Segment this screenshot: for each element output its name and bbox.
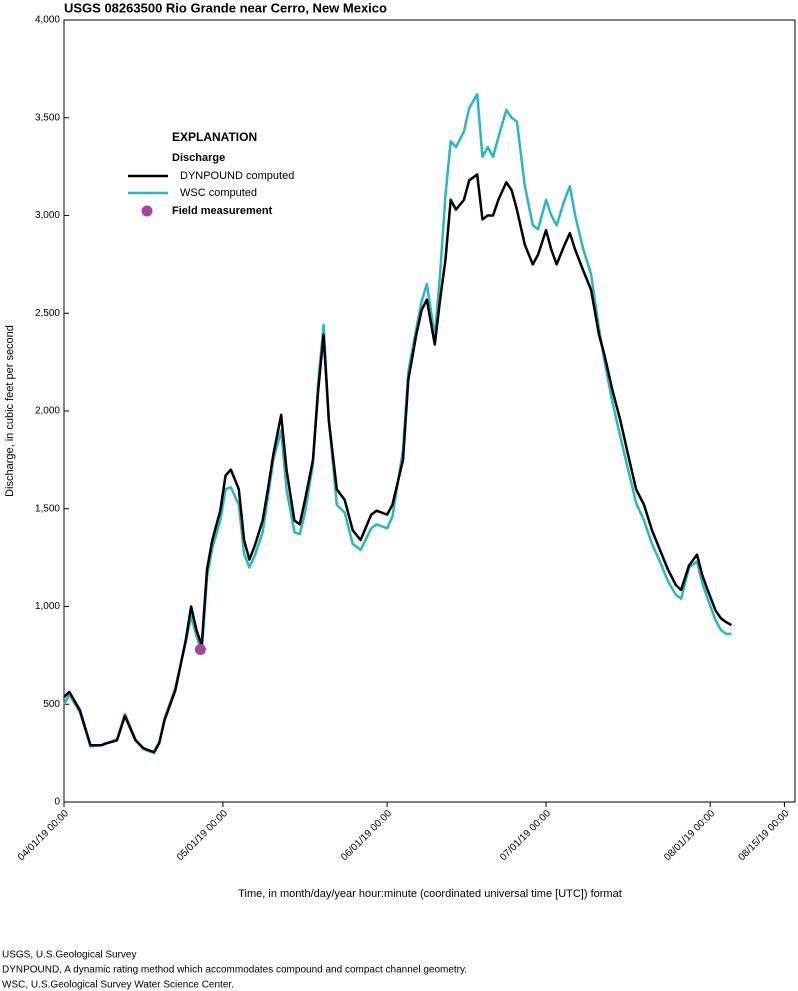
chart-title: USGS 08263500 Rio Grande near Cerro, New… <box>64 0 387 15</box>
legend-swatch <box>141 205 153 217</box>
discharge-line <box>63 173 733 754</box>
y-tick-label: 3,000 <box>35 210 60 221</box>
footnote: DYNPOUND, A dynamic rating method which … <box>2 965 467 976</box>
y-tick-label: 2,500 <box>35 308 60 319</box>
legend-title: EXPLANATION <box>172 130 257 144</box>
x-tick-label: 08/15/19 00:00 <box>736 808 791 863</box>
footnote: WSC, U.S.Geological Survey Water Science… <box>2 980 234 991</box>
x-tick-label: 06/01/19 00:00 <box>339 808 394 863</box>
y-tick-label: 500 <box>43 699 60 710</box>
y-tick-label: 3,500 <box>35 112 60 123</box>
y-tick-label: 1,000 <box>35 601 60 612</box>
x-tick-label: 07/01/19 00:00 <box>498 808 553 863</box>
x-axis-title: Time, in month/day/year hour:minute (coo… <box>238 888 622 900</box>
legend-label: DYNPOUND computed <box>180 170 294 182</box>
x-tick-label: 04/01/19 00:00 <box>16 808 71 863</box>
y-tick-label: 4,000 <box>35 15 60 26</box>
y-tick-label: 0 <box>54 797 60 808</box>
y-tick-label: 1,500 <box>35 503 60 514</box>
footnote: USGS, U.S.Geological Survey <box>2 950 137 961</box>
y-tick-label: 2,000 <box>35 406 60 417</box>
x-tick-label: 08/01/19 00:00 <box>662 808 717 863</box>
legend-label: WSC computed <box>180 187 257 199</box>
legend-subtitle: Discharge <box>172 152 225 164</box>
x-tick-label: 05/01/19 00:00 <box>175 808 230 863</box>
y-axis-title: Discharge, in cubic feet per second <box>4 325 16 497</box>
legend-label: Field measurement <box>172 205 273 217</box>
field-measurement <box>194 644 206 656</box>
